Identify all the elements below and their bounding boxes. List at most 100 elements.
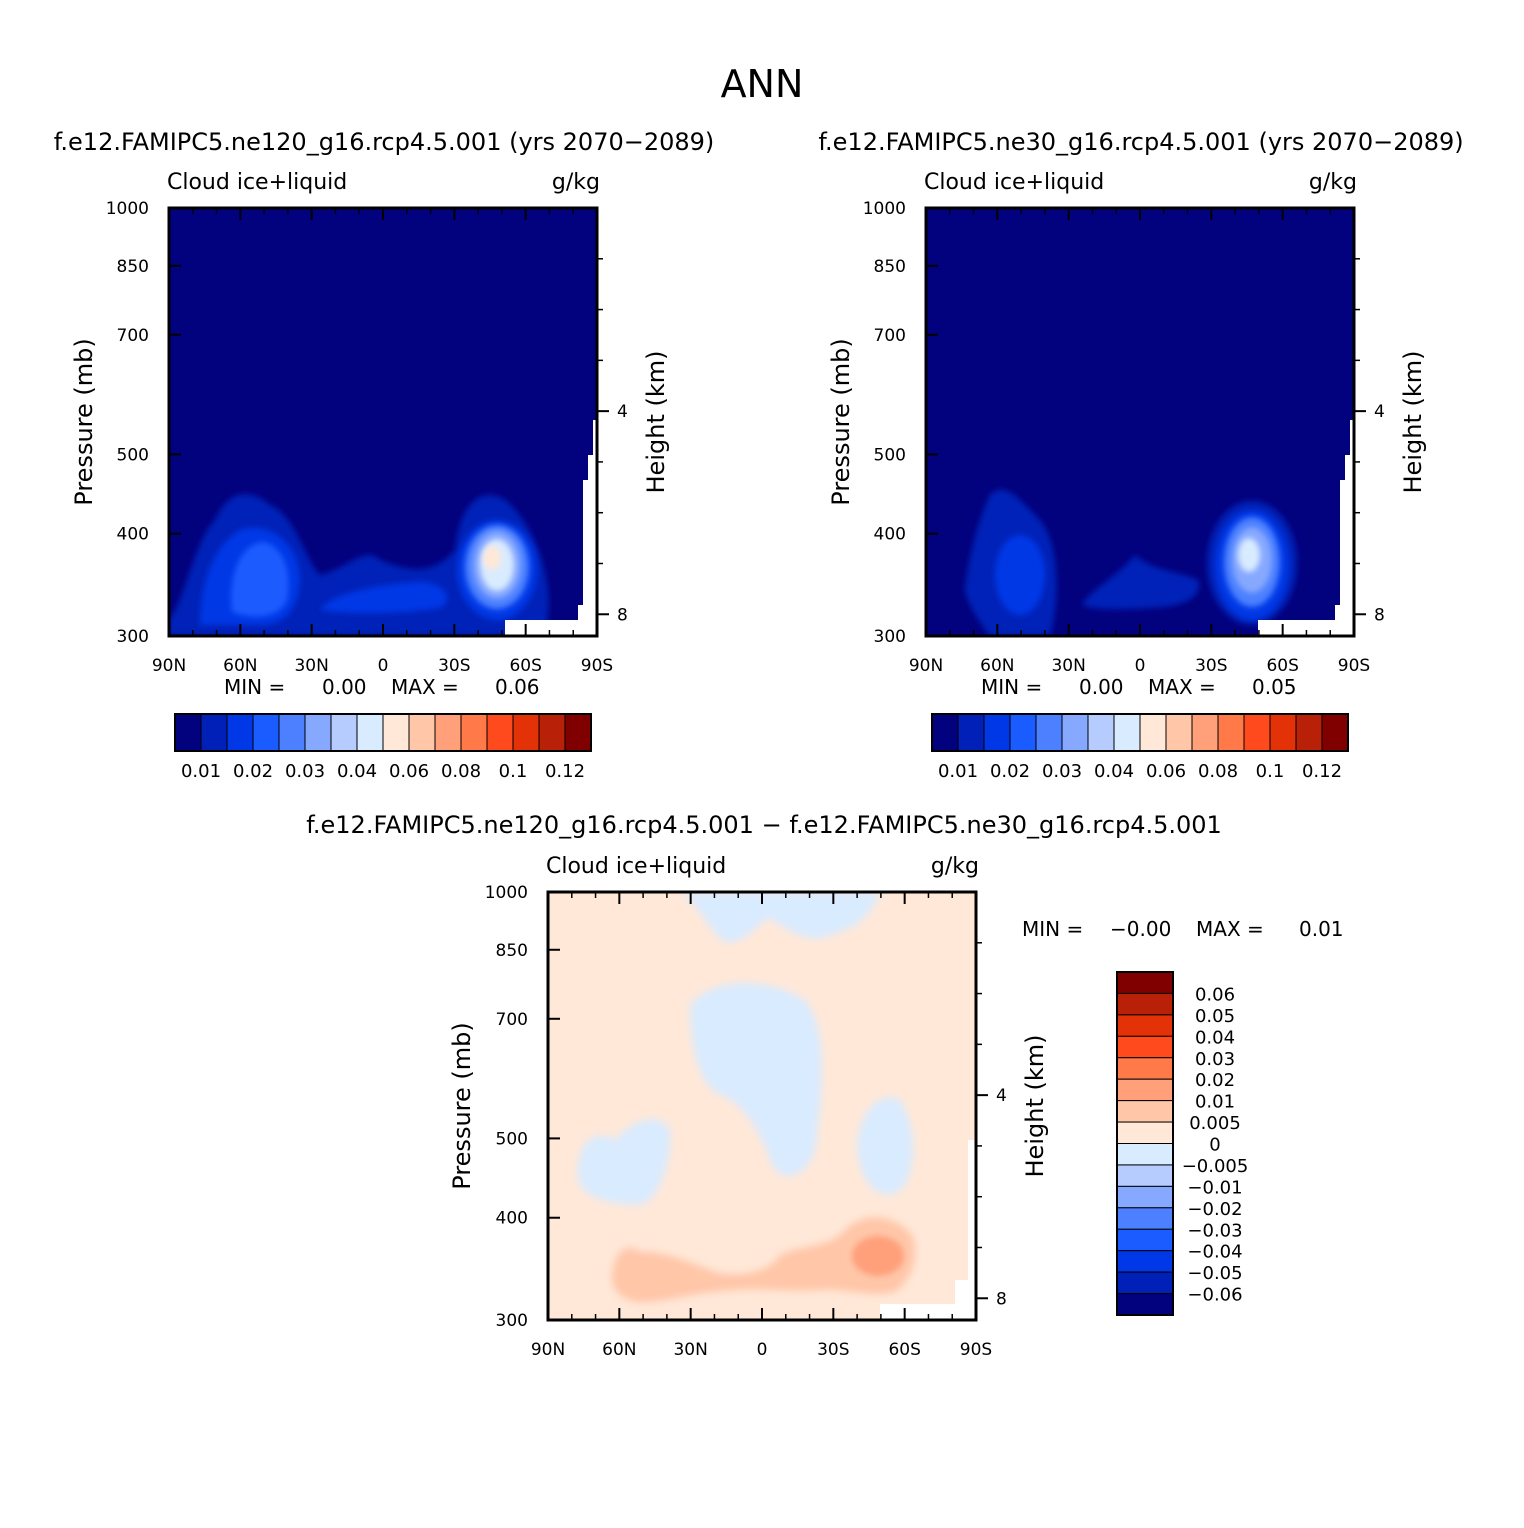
colorbar-label: −0.005 — [1182, 1156, 1249, 1177]
y-tick-label: 500 — [117, 445, 149, 465]
colorbar-swatch — [486, 713, 514, 752]
colorbar-swatch — [1061, 713, 1089, 752]
colorbar-swatch — [1116, 971, 1174, 994]
contour-field — [548, 892, 976, 1320]
colorbar-label: 0.12 — [1302, 761, 1342, 782]
colorbar-swatch — [200, 713, 228, 752]
missing-data-mask — [505, 420, 597, 636]
colorbar-label: 0.06 — [389, 761, 429, 782]
x-tick-label: 0 — [757, 1340, 768, 1360]
colorbar-swatch — [174, 713, 202, 752]
height-tick-label: 4 — [617, 402, 628, 422]
colorbar-swatch — [278, 713, 306, 752]
colorbar-label: 0.03 — [1195, 1049, 1235, 1070]
x-tick-label: 90N — [152, 656, 186, 676]
colorbar-label: −0.01 — [1187, 1177, 1242, 1198]
positive-maximum — [852, 1236, 904, 1276]
right-axis-label: Height (km) — [1021, 1035, 1049, 1178]
colorbar-swatch — [564, 713, 592, 752]
y-tick-label: 400 — [874, 525, 906, 545]
x-tick-label: 30N — [673, 1340, 707, 1360]
y-tick-label: 850 — [496, 941, 528, 961]
colorbar-swatch — [1269, 713, 1297, 752]
colorbar-label: 0.01 — [938, 761, 978, 782]
colorbar-swatch — [1116, 1207, 1174, 1230]
y-tick-label: 300 — [117, 627, 149, 647]
southern-maximum-core — [1238, 538, 1260, 572]
colorbar-swatch — [434, 713, 462, 752]
colorbar-swatch — [460, 713, 488, 752]
colorbar-swatch — [1116, 1100, 1174, 1123]
colorbar-swatch — [983, 713, 1011, 752]
colorbar: 0.060.050.040.030.020.010.0050−0.005−0.0… — [1116, 971, 1249, 1316]
contour-field — [926, 208, 1354, 636]
max-value: 0.06 — [495, 675, 540, 699]
colorbar-swatch — [356, 713, 384, 752]
colorbar-label: 0.05 — [1195, 1006, 1235, 1027]
panel-title: f.e12.FAMIPC5.ne120_g16.rcp4.5.001 − f.e… — [306, 811, 1222, 839]
x-tick-label: 0 — [1135, 656, 1146, 676]
axes: 90N 60N 30N 0 30S 60S 90S 300 400 500 700 850 1000 4 8 — [863, 199, 1385, 676]
colorbar-frame — [1116, 971, 1174, 1316]
y-tick-label: 300 — [496, 1311, 528, 1331]
colorbar-swatch — [1116, 1293, 1174, 1316]
colorbar: 0.01 0.02 0.03 0.04 0.06 0.08 0.1 0.12 — [931, 713, 1349, 782]
colorbar-swatch — [330, 713, 358, 752]
colorbar-swatch — [1113, 713, 1141, 752]
colorbar-label: 0.03 — [1042, 761, 1082, 782]
panel-ne120: f.e12.FAMIPC5.ne120_g16.rcp4.5.001 (yrs … — [54, 128, 715, 782]
max-value: 0.01 — [1299, 917, 1344, 941]
colorbar-label: −0.06 — [1187, 1285, 1242, 1306]
x-tick-label: 60N — [223, 656, 257, 676]
colorbar-swatch — [1087, 713, 1115, 752]
units-label: g/kg — [931, 854, 979, 879]
variable-label: Cloud ice+liquid — [924, 170, 1104, 195]
height-tick-label: 8 — [996, 1289, 1007, 1309]
panel-title: f.e12.FAMIPC5.ne120_g16.rcp4.5.001 (yrs … — [54, 128, 715, 156]
max-label: MAX = — [391, 675, 459, 699]
x-tick-label: 30N — [294, 656, 328, 676]
y-tick-label: 300 — [874, 627, 906, 647]
axes: 90N 60N 30N 0 30S 60S 90S 300 400 500 700 850 1000 4 8 — [106, 199, 628, 676]
contour-field — [169, 208, 597, 636]
colorbar-swatch — [1116, 1143, 1174, 1166]
colorbar-swatch — [226, 713, 254, 752]
northern-patch — [995, 535, 1045, 615]
colorbar-swatch — [1116, 1271, 1174, 1295]
colorbar-swatch — [1116, 1121, 1174, 1144]
positive-band-lower — [612, 1217, 916, 1303]
x-tick-label: 30S — [817, 1340, 849, 1360]
min-label: MIN = — [981, 675, 1042, 699]
colorbar-swatch — [304, 713, 332, 752]
height-tick-label: 8 — [1374, 605, 1385, 625]
colorbar-label: 0.06 — [1195, 984, 1235, 1005]
min-value: 0.00 — [322, 675, 367, 699]
y-axis-label: Pressure (mb) — [827, 338, 855, 505]
colorbar-label: 0.06 — [1146, 761, 1186, 782]
min-value: 0.00 — [1079, 675, 1124, 699]
colorbar-swatch — [1321, 713, 1349, 752]
colorbar-label: 0 — [1209, 1135, 1220, 1156]
colorbar-label: 0.04 — [1094, 761, 1134, 782]
colorbar-swatch — [1139, 713, 1167, 752]
colorbar-swatch — [1116, 1185, 1174, 1209]
x-tick-label: 0 — [378, 656, 389, 676]
colorbar-label: 0.005 — [1189, 1113, 1241, 1134]
max-label: MAX = — [1148, 675, 1216, 699]
colorbar-swatch — [408, 713, 436, 752]
min-label: MIN = — [1022, 917, 1083, 941]
y-tick-label: 700 — [496, 1010, 528, 1030]
colorbar-label: 0.12 — [545, 761, 585, 782]
y-tick-label: 850 — [874, 257, 906, 277]
min-value: −0.00 — [1110, 917, 1171, 941]
missing-data-mask — [1258, 420, 1354, 636]
colorbar-swatch — [1035, 713, 1063, 752]
colorbar-swatch — [382, 713, 410, 752]
colorbar-swatch — [931, 713, 959, 752]
y-tick-label: 500 — [874, 445, 906, 465]
max-value: 0.05 — [1252, 675, 1297, 699]
colorbar-frame — [174, 713, 592, 752]
variable-label: Cloud ice+liquid — [167, 170, 347, 195]
colorbar-label: 0.01 — [1195, 1092, 1235, 1113]
